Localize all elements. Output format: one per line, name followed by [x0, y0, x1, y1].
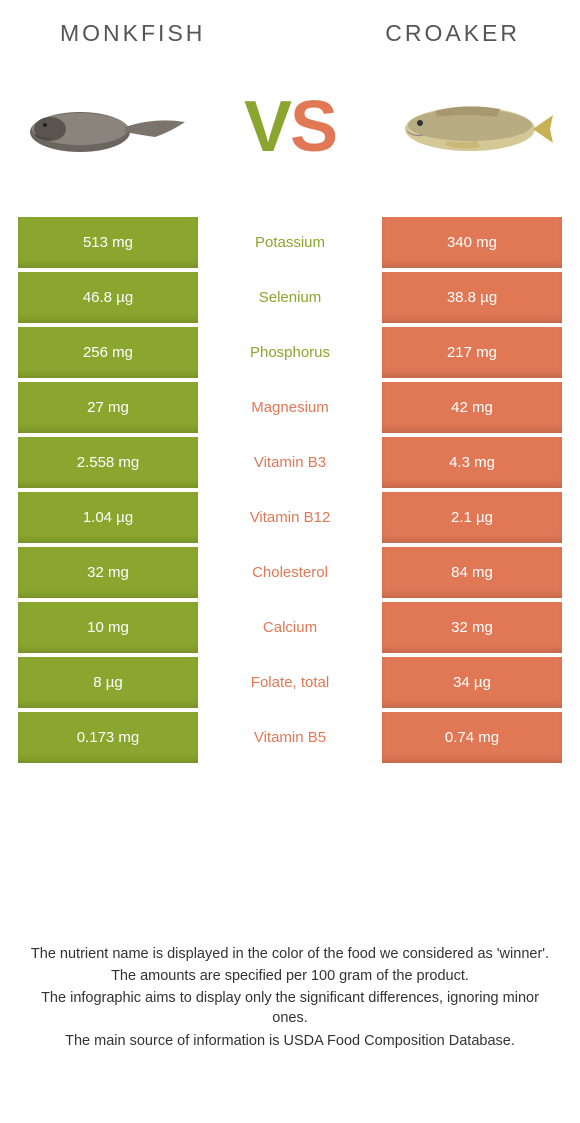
right-value: 38.8 µg [382, 272, 562, 323]
vs-label: VS [244, 86, 336, 168]
vs-s: S [290, 87, 336, 167]
nutrient-label: Folate, total [198, 657, 382, 708]
left-value: 8 µg [18, 657, 198, 708]
nutrient-table: 513 mgPotassium340 mg46.8 µgSelenium38.8… [0, 217, 580, 763]
nutrient-label: Cholesterol [198, 547, 382, 598]
left-value: 256 mg [18, 327, 198, 378]
table-row: 2.558 mgVitamin B34.3 mg [18, 437, 562, 488]
left-value: 10 mg [18, 602, 198, 653]
left-value: 1.04 µg [18, 492, 198, 543]
footer-line: The main source of information is USDA F… [30, 1031, 550, 1051]
table-row: 46.8 µgSelenium38.8 µg [18, 272, 562, 323]
table-row: 8 µgFolate, total34 µg [18, 657, 562, 708]
nutrient-label: Vitamin B3 [198, 437, 382, 488]
right-value: 32 mg [382, 602, 562, 653]
header: Monkfish Croaker [0, 0, 580, 57]
table-row: 256 mgPhosphorus217 mg [18, 327, 562, 378]
footer-line: The amounts are specified per 100 gram o… [30, 966, 550, 986]
right-value: 217 mg [382, 327, 562, 378]
footer-line: The infographic aims to display only the… [30, 988, 550, 1029]
right-value: 34 µg [382, 657, 562, 708]
table-row: 32 mgCholesterol84 mg [18, 547, 562, 598]
left-value: 32 mg [18, 547, 198, 598]
nutrient-label: Calcium [198, 602, 382, 653]
nutrient-label: Phosphorus [198, 327, 382, 378]
right-value: 2.1 µg [382, 492, 562, 543]
left-value: 513 mg [18, 217, 198, 268]
right-value: 4.3 mg [382, 437, 562, 488]
table-row: 0.173 mgVitamin B50.74 mg [18, 712, 562, 763]
table-row: 10 mgCalcium32 mg [18, 602, 562, 653]
right-value: 0.74 mg [382, 712, 562, 763]
nutrient-label: Vitamin B12 [198, 492, 382, 543]
footer-notes: The nutrient name is displayed in the co… [0, 944, 580, 1053]
right-value: 340 mg [382, 217, 562, 268]
nutrient-label: Potassium [198, 217, 382, 268]
nutrient-label: Magnesium [198, 382, 382, 433]
right-food-title: Croaker [385, 20, 520, 47]
left-food-title: Monkfish [60, 20, 205, 47]
left-value: 27 mg [18, 382, 198, 433]
right-value: 84 mg [382, 547, 562, 598]
left-value: 46.8 µg [18, 272, 198, 323]
vs-v: V [244, 87, 290, 167]
nutrient-label: Vitamin B5 [198, 712, 382, 763]
left-value: 0.173 mg [18, 712, 198, 763]
table-row: 27 mgMagnesium42 mg [18, 382, 562, 433]
monkfish-image [20, 72, 200, 182]
footer-line: The nutrient name is displayed in the co… [30, 944, 550, 964]
croaker-image [380, 72, 560, 182]
right-value: 42 mg [382, 382, 562, 433]
table-row: 1.04 µgVitamin B122.1 µg [18, 492, 562, 543]
nutrient-label: Selenium [198, 272, 382, 323]
table-row: 513 mgPotassium340 mg [18, 217, 562, 268]
left-value: 2.558 mg [18, 437, 198, 488]
images-row: VS [0, 57, 580, 217]
